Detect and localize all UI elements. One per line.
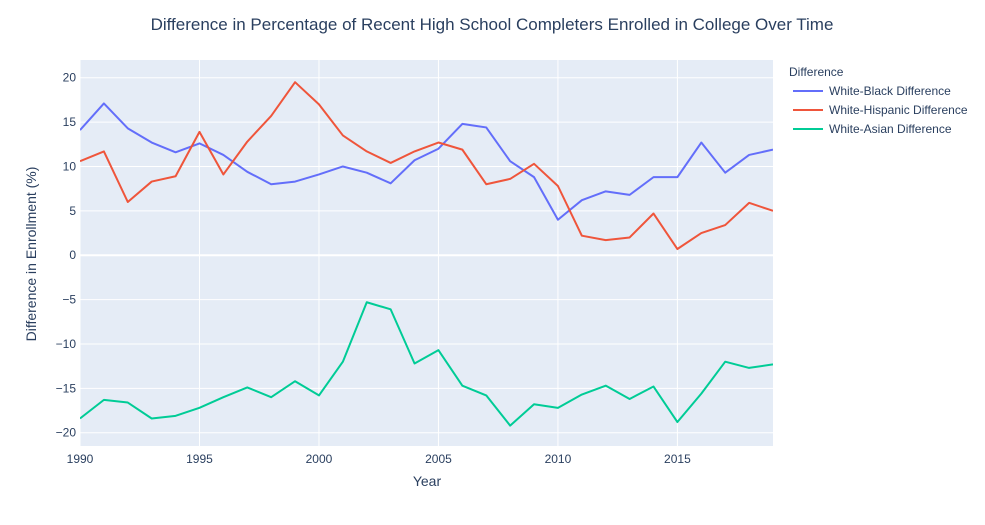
x-axis-title: Year bbox=[413, 473, 442, 489]
series-line-1 bbox=[80, 102, 773, 221]
legend-label-2: White-Hispanic Difference bbox=[829, 103, 968, 117]
series-line-2 bbox=[80, 81, 773, 251]
plot-area bbox=[80, 60, 773, 446]
x-tick-label: 2015 bbox=[664, 452, 691, 466]
x-tick-label: 2005 bbox=[425, 452, 452, 466]
legend-title: Difference bbox=[789, 65, 844, 79]
legend-label-1: White-Black Difference bbox=[829, 84, 951, 98]
series-group bbox=[80, 81, 773, 427]
grid-lines bbox=[79, 60, 773, 446]
series-line-3 bbox=[80, 301, 773, 427]
chart-title: Difference in Percentage of Recent High … bbox=[151, 15, 834, 34]
x-tick-label: 2010 bbox=[545, 452, 572, 466]
y-axis-title: Difference in Enrollment (%) bbox=[23, 167, 39, 342]
x-axis-ticks: 1990 1995 2000 2005 2010 2015 bbox=[67, 452, 691, 466]
y-tick-label: −20 bbox=[56, 426, 77, 440]
y-axis-ticks: −20 −15 −10 −5 0 5 10 15 20 bbox=[56, 71, 77, 440]
legend: Difference White-Black Difference White-H… bbox=[789, 65, 968, 136]
y-tick-label: 15 bbox=[63, 115, 77, 129]
y-tick-label: 0 bbox=[69, 248, 76, 262]
x-tick-label: 1990 bbox=[67, 452, 94, 466]
y-tick-label: −15 bbox=[56, 381, 77, 395]
y-tick-label: 5 bbox=[69, 204, 76, 218]
y-tick-label: −5 bbox=[62, 293, 76, 307]
x-tick-label: 2000 bbox=[306, 452, 333, 466]
y-tick-label: 10 bbox=[63, 159, 77, 173]
x-tick-label: 1995 bbox=[186, 452, 213, 466]
legend-label-3: White-Asian Difference bbox=[829, 122, 952, 136]
y-tick-label: 20 bbox=[63, 71, 77, 85]
y-tick-label: −10 bbox=[56, 337, 77, 351]
